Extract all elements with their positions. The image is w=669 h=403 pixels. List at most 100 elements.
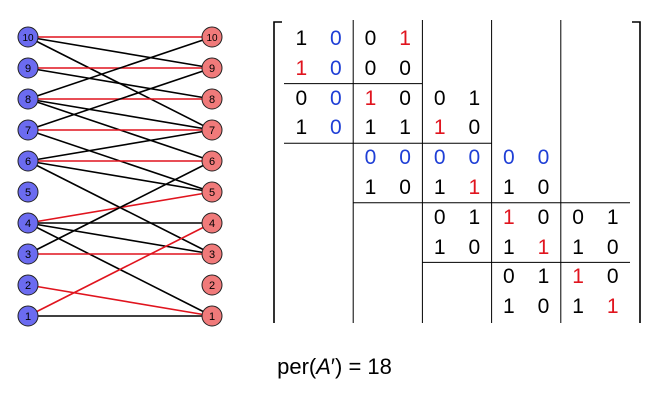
- right-node-8: [201, 88, 223, 110]
- matrix-cell: 1: [503, 235, 515, 259]
- right-node-9: [201, 57, 223, 79]
- left-node-8: [17, 88, 39, 110]
- matrix-cell: 1: [572, 265, 584, 289]
- matrix-cell: 0: [468, 116, 481, 140]
- matrix-cell: 0: [468, 235, 481, 259]
- right-node-label: 8: [209, 94, 215, 106]
- matrix-cell: 0: [295, 86, 308, 110]
- matrix-cell: 0: [503, 146, 515, 170]
- left-node-2: [17, 274, 39, 296]
- matrix-cell: 0: [537, 146, 550, 170]
- matrix-cell: 0: [364, 56, 377, 80]
- matrix-cell: 0: [503, 265, 515, 289]
- matrix-cell: 1: [503, 205, 515, 229]
- matrix-cell: 0: [330, 86, 342, 110]
- right-node-5: [201, 181, 223, 203]
- matrix-cell: 0: [364, 146, 377, 170]
- right-node-7: [201, 119, 223, 141]
- matrix-cell: 1: [468, 205, 481, 229]
- matrix-cell: 1: [295, 26, 308, 50]
- left-node-label: 5: [25, 187, 31, 199]
- edge-1-4: [27, 222, 213, 317]
- matrix-cell: 0: [330, 26, 342, 50]
- left-bracket: [273, 21, 282, 323]
- matrix-cell: 1: [606, 295, 619, 319]
- matrix-cell: 0: [399, 175, 411, 199]
- matrix-cell: 1: [606, 205, 619, 229]
- matrix-cell: 1: [433, 235, 446, 259]
- matrix-cell: 0: [399, 146, 411, 170]
- left-node-label: 10: [22, 33, 34, 44]
- right-node-6: [201, 150, 223, 172]
- left-node-label: 3: [25, 249, 31, 261]
- matrix-cell: 1: [468, 86, 481, 110]
- matrix-cell: 1: [537, 265, 550, 289]
- matrix-cell: 1: [468, 175, 481, 199]
- left-node-5: [17, 181, 39, 203]
- edge-2-1: [27, 284, 213, 317]
- right-bracket: [632, 21, 641, 323]
- left-node-10: [17, 26, 39, 48]
- left-node-label: 6: [25, 156, 31, 168]
- matrix-cell: 0: [433, 205, 446, 229]
- right-node-10: [201, 26, 223, 48]
- edge-10-9: [27, 36, 213, 69]
- edge-6-5: [27, 160, 213, 193]
- left-node-7: [17, 119, 39, 141]
- matrix-cell: 1: [537, 235, 550, 259]
- edge-3-6: [27, 160, 213, 255]
- matrix-cell: 0: [468, 146, 481, 170]
- right-node-label: 5: [209, 187, 215, 199]
- right-node-label: 7: [209, 125, 215, 137]
- matrix-cell: 0: [364, 26, 377, 50]
- matrix-cell: 0: [433, 146, 446, 170]
- matrix-cell: 0: [330, 56, 342, 80]
- left-node-label: 2: [25, 280, 31, 292]
- edge-4-3: [27, 222, 213, 255]
- left-node-4: [17, 212, 39, 234]
- edge-7-9: [27, 67, 213, 131]
- matrix-cell: 1: [433, 175, 446, 199]
- matrix-cell: 1: [433, 116, 446, 140]
- bipartite-graph: 10 9 8 7 6 5 4 3 2 1 10 9 8 7 6 5 4 3 2 1: [17, 26, 223, 327]
- right-node-label: 2: [209, 280, 215, 292]
- matrix-brackets-and-grid: [273, 20, 641, 323]
- edge-8-7: [27, 98, 213, 131]
- caption-var: A: [316, 354, 331, 379]
- matrix-cell: 1: [399, 26, 411, 50]
- right-node-1: [201, 305, 223, 327]
- right-node-4: [201, 212, 223, 234]
- matrix-cell: 0: [330, 116, 342, 140]
- left-node-label: 1: [25, 311, 31, 323]
- matrix-cell: 1: [572, 235, 584, 259]
- matrix-cell: 0: [572, 205, 584, 229]
- matrix-cell: 0: [537, 205, 550, 229]
- right-node-label: 6: [209, 156, 215, 168]
- matrix-cell: 1: [364, 175, 377, 199]
- edge-9-8: [27, 67, 213, 100]
- right-node-label: 10: [206, 33, 218, 44]
- matrix-cell: 0: [606, 265, 619, 289]
- matrix-cell: 1: [503, 295, 515, 319]
- right-node-label: 4: [209, 218, 215, 230]
- matrix-cell: 1: [364, 116, 377, 140]
- matrix-cell: 0: [399, 56, 411, 80]
- matrix-cell: 0: [537, 295, 550, 319]
- left-node-label: 4: [25, 218, 31, 230]
- permanent-caption: per(A′) = 18: [0, 354, 669, 380]
- matrix-cell: 0: [433, 86, 446, 110]
- left-node-3: [17, 243, 39, 265]
- matrix-cell: 0: [606, 235, 619, 259]
- left-node-label: 8: [25, 94, 31, 106]
- right-node-3: [201, 243, 223, 265]
- edge-8-10: [27, 36, 213, 100]
- caption-func: per(: [277, 354, 317, 379]
- matrix-cell: 1: [399, 116, 411, 140]
- left-node-6: [17, 150, 39, 172]
- left-node-label: 7: [25, 125, 31, 137]
- left-node-1: [17, 305, 39, 327]
- right-node-label: 9: [209, 63, 215, 75]
- edge-6-7: [27, 129, 213, 162]
- matrix-cell: 1: [503, 175, 515, 199]
